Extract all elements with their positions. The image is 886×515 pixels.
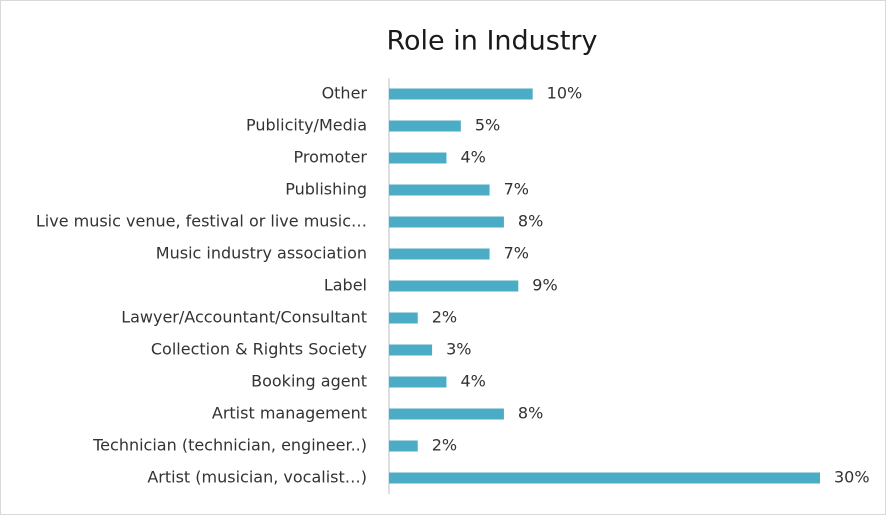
bar	[389, 120, 461, 132]
category-label: Other	[322, 84, 368, 103]
category-label: Artist (musician, vocalist…)	[147, 468, 367, 487]
bar	[389, 376, 447, 388]
bar	[389, 408, 504, 420]
bar	[389, 88, 533, 100]
category-label: Music industry association	[156, 244, 367, 263]
bar	[389, 216, 504, 228]
bar	[389, 440, 418, 452]
bar	[389, 312, 418, 324]
value-label: 4%	[460, 148, 485, 167]
value-label: 30%	[834, 468, 870, 487]
category-label: Live music venue, festival or live music…	[36, 212, 367, 231]
bar	[389, 152, 447, 164]
value-label: 3%	[446, 340, 471, 359]
category-label: Label	[324, 276, 367, 295]
value-label: 2%	[432, 436, 457, 455]
value-label: 7%	[504, 244, 529, 263]
category-label: Publicity/Media	[246, 116, 367, 135]
category-label: Publishing	[285, 180, 367, 199]
chart-title: Role in Industry	[386, 26, 597, 57]
value-label: 2%	[432, 308, 457, 327]
category-label: Technician (technician, engineer..)	[92, 436, 367, 455]
category-label: Artist management	[212, 404, 367, 423]
category-label: Lawyer/Accountant/Consultant	[121, 308, 367, 327]
value-label: 8%	[518, 212, 543, 231]
category-label: Collection & Rights Society	[151, 340, 367, 359]
value-label: 4%	[460, 372, 485, 391]
bar	[389, 344, 433, 356]
value-label: 10%	[547, 84, 583, 103]
category-label: Booking agent	[251, 372, 367, 391]
bar	[389, 472, 820, 484]
value-label: 7%	[504, 180, 529, 199]
value-label: 8%	[518, 404, 543, 423]
bar	[389, 248, 490, 260]
value-label: 9%	[532, 276, 557, 295]
value-label: 5%	[475, 116, 500, 135]
bar	[389, 280, 519, 292]
category-label: Promoter	[294, 148, 368, 167]
bar	[389, 184, 490, 196]
